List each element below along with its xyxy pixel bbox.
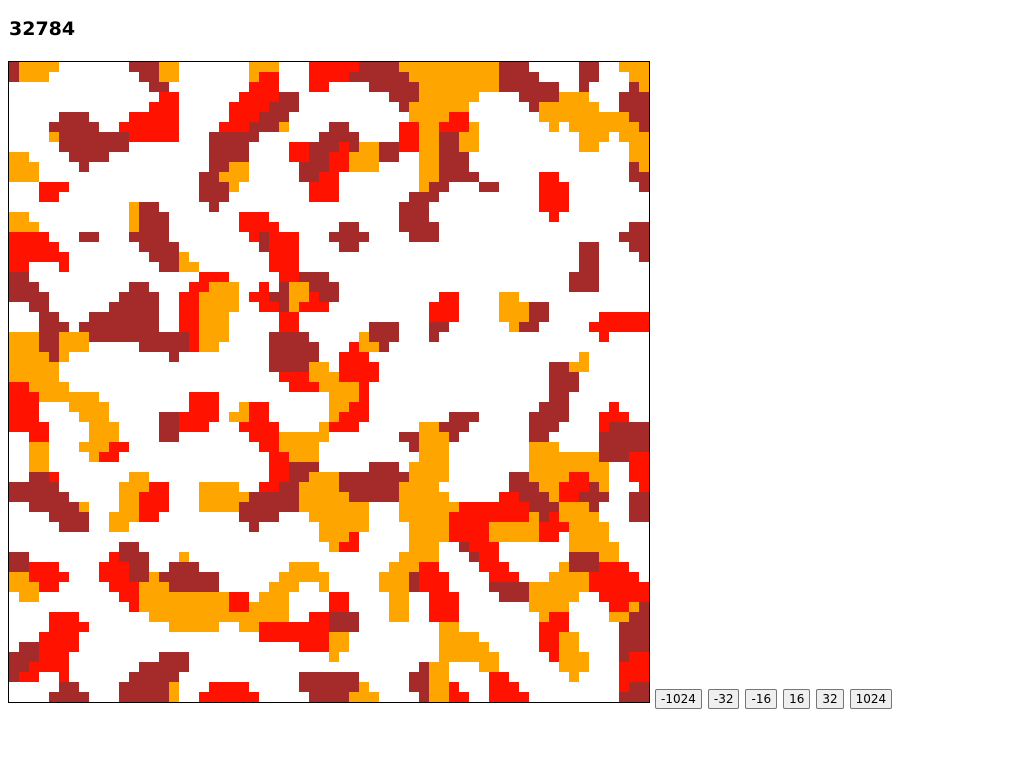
offset-minus-32-button[interactable]: -32	[707, 689, 740, 709]
offset-controls: -1024 -32 -16 16 32 1024	[655, 689, 893, 709]
offset-minus-1024-button[interactable]: -1024	[655, 689, 702, 709]
offset-counter: 32784	[9, 18, 76, 40]
offset-minus-16-button[interactable]: -16	[745, 689, 778, 709]
offset-plus-32-button[interactable]: 32	[816, 689, 844, 709]
sprite-canvas-frame	[8, 61, 650, 703]
sprite-canvas	[9, 62, 649, 702]
offset-plus-1024-button[interactable]: 1024	[849, 689, 893, 709]
offset-plus-16-button[interactable]: 16	[783, 689, 811, 709]
